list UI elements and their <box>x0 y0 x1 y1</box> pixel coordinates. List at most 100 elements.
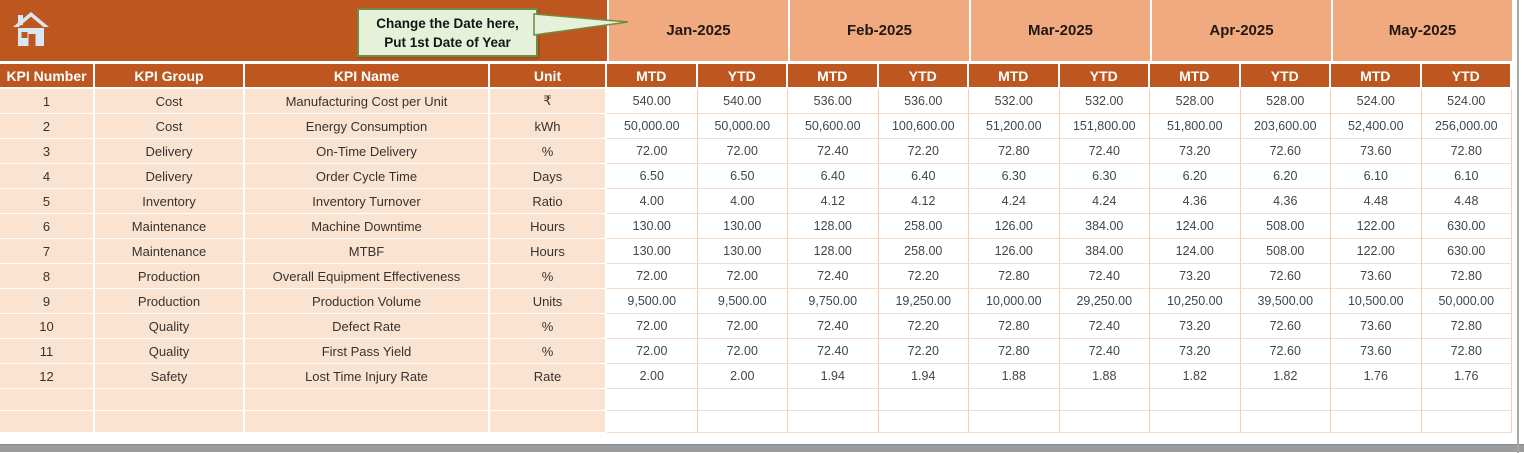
empty-value-cell[interactable] <box>1331 411 1422 433</box>
kpi-value-cell[interactable]: 6.10 <box>1331 164 1422 189</box>
kpi-value-cell[interactable]: 6.20 <box>1150 164 1241 189</box>
kpi-value-cell[interactable]: 6.50 <box>607 164 698 189</box>
kpi-value-cell[interactable]: 72.40 <box>788 139 879 164</box>
empty-value-cell[interactable] <box>788 411 879 433</box>
kpi-value-cell[interactable]: 126.00 <box>969 239 1060 264</box>
kpi-value-cell[interactable]: 50,000.00 <box>1421 289 1512 314</box>
kpi-value-cell[interactable]: 258.00 <box>878 214 969 239</box>
kpi-value-cell[interactable]: 128.00 <box>788 214 879 239</box>
kpi-value-cell[interactable]: 72.60 <box>1240 264 1331 289</box>
horizontal-scrollbar[interactable] <box>0 444 1524 452</box>
kpi-value-cell[interactable]: 130.00 <box>697 214 788 239</box>
kpi-value-cell[interactable]: 73.60 <box>1331 314 1422 339</box>
kpi-value-cell[interactable]: 72.00 <box>697 264 788 289</box>
kpi-value-cell[interactable]: 72.80 <box>969 339 1060 364</box>
kpi-value-cell[interactable]: 51,800.00 <box>1150 114 1241 139</box>
empty-value-cell[interactable] <box>1240 389 1331 411</box>
kpi-value-cell[interactable]: 51,200.00 <box>969 114 1060 139</box>
kpi-value-cell[interactable]: 72.40 <box>788 314 879 339</box>
kpi-value-cell[interactable]: 50,600.00 <box>788 114 879 139</box>
kpi-value-cell[interactable]: 72.40 <box>1059 314 1150 339</box>
empty-value-cell[interactable] <box>878 411 969 433</box>
kpi-value-cell[interactable]: 50,000.00 <box>697 114 788 139</box>
empty-value-cell[interactable] <box>1059 389 1150 411</box>
kpi-value-cell[interactable]: 72.60 <box>1240 339 1331 364</box>
empty-value-cell[interactable] <box>697 389 788 411</box>
empty-value-cell[interactable] <box>1150 389 1241 411</box>
kpi-value-cell[interactable]: 536.00 <box>788 89 879 114</box>
empty-value-cell[interactable] <box>607 389 698 411</box>
kpi-value-cell[interactable]: 151,800.00 <box>1059 114 1150 139</box>
kpi-value-cell[interactable]: 122.00 <box>1331 214 1422 239</box>
empty-value-cell[interactable] <box>607 411 698 433</box>
kpi-value-cell[interactable]: 73.20 <box>1150 339 1241 364</box>
kpi-value-cell[interactable]: 100,600.00 <box>878 114 969 139</box>
kpi-value-cell[interactable]: 532.00 <box>1059 89 1150 114</box>
home-icon[interactable] <box>13 12 49 50</box>
kpi-value-cell[interactable]: 130.00 <box>607 239 698 264</box>
kpi-value-cell[interactable]: 10,500.00 <box>1331 289 1422 314</box>
kpi-value-cell[interactable]: 4.00 <box>697 189 788 214</box>
kpi-value-cell[interactable]: 508.00 <box>1240 214 1331 239</box>
kpi-value-cell[interactable]: 72.00 <box>607 139 698 164</box>
kpi-value-cell[interactable]: 524.00 <box>1331 89 1422 114</box>
kpi-value-cell[interactable]: 4.36 <box>1150 189 1241 214</box>
kpi-value-cell[interactable]: 384.00 <box>1059 239 1150 264</box>
kpi-value-cell[interactable]: 10,250.00 <box>1150 289 1241 314</box>
empty-value-cell[interactable] <box>1421 411 1512 433</box>
kpi-value-cell[interactable]: 73.20 <box>1150 139 1241 164</box>
kpi-value-cell[interactable]: 72.00 <box>697 314 788 339</box>
kpi-value-cell[interactable]: 536.00 <box>878 89 969 114</box>
empty-label-cell[interactable] <box>0 411 95 433</box>
empty-value-cell[interactable] <box>1059 411 1150 433</box>
kpi-value-cell[interactable]: 6.40 <box>788 164 879 189</box>
kpi-value-cell[interactable]: 4.36 <box>1240 189 1331 214</box>
empty-value-cell[interactable] <box>1150 411 1241 433</box>
kpi-value-cell[interactable]: 19,250.00 <box>878 289 969 314</box>
kpi-value-cell[interactable]: 1.94 <box>878 364 969 389</box>
empty-label-cell[interactable] <box>95 389 245 411</box>
kpi-value-cell[interactable]: 124.00 <box>1150 214 1241 239</box>
kpi-value-cell[interactable]: 256,000.00 <box>1421 114 1512 139</box>
empty-value-cell[interactable] <box>1240 411 1331 433</box>
kpi-value-cell[interactable]: 72.00 <box>697 139 788 164</box>
kpi-value-cell[interactable]: 6.30 <box>1059 164 1150 189</box>
kpi-value-cell[interactable]: 72.60 <box>1240 139 1331 164</box>
empty-label-cell[interactable] <box>245 411 490 433</box>
kpi-value-cell[interactable]: 1.88 <box>969 364 1060 389</box>
kpi-value-cell[interactable]: 73.60 <box>1331 264 1422 289</box>
kpi-value-cell[interactable]: 630.00 <box>1421 214 1512 239</box>
kpi-value-cell[interactable]: 4.48 <box>1421 189 1512 214</box>
kpi-value-cell[interactable]: 1.88 <box>1059 364 1150 389</box>
kpi-value-cell[interactable]: 1.94 <box>788 364 879 389</box>
kpi-value-cell[interactable]: 73.60 <box>1331 139 1422 164</box>
kpi-value-cell[interactable]: 73.20 <box>1150 264 1241 289</box>
kpi-value-cell[interactable]: 203,600.00 <box>1240 114 1331 139</box>
kpi-value-cell[interactable]: 72.80 <box>1421 139 1512 164</box>
month-header-cell[interactable]: Feb-2025 <box>788 0 969 64</box>
kpi-value-cell[interactable]: 508.00 <box>1240 239 1331 264</box>
kpi-value-cell[interactable]: 10,000.00 <box>969 289 1060 314</box>
kpi-value-cell[interactable]: 72.40 <box>788 339 879 364</box>
kpi-value-cell[interactable]: 72.20 <box>878 264 969 289</box>
kpi-value-cell[interactable]: 6.20 <box>1240 164 1331 189</box>
kpi-value-cell[interactable]: 4.12 <box>788 189 879 214</box>
kpi-value-cell[interactable]: 72.80 <box>969 264 1060 289</box>
kpi-value-cell[interactable]: 384.00 <box>1059 214 1150 239</box>
kpi-value-cell[interactable]: 1.82 <box>1150 364 1241 389</box>
empty-label-cell[interactable] <box>95 411 245 433</box>
month-header-cell[interactable]: Jan-2025 <box>607 0 788 64</box>
kpi-value-cell[interactable]: 528.00 <box>1150 89 1241 114</box>
kpi-value-cell[interactable]: 528.00 <box>1240 89 1331 114</box>
empty-label-cell[interactable] <box>0 389 95 411</box>
kpi-value-cell[interactable]: 630.00 <box>1421 239 1512 264</box>
kpi-value-cell[interactable]: 258.00 <box>878 239 969 264</box>
kpi-value-cell[interactable]: 50,000.00 <box>607 114 698 139</box>
empty-value-cell[interactable] <box>969 411 1060 433</box>
kpi-value-cell[interactable]: 122.00 <box>1331 239 1422 264</box>
kpi-value-cell[interactable]: 128.00 <box>788 239 879 264</box>
kpi-value-cell[interactable]: 130.00 <box>697 239 788 264</box>
kpi-value-cell[interactable]: 9,500.00 <box>697 289 788 314</box>
kpi-value-cell[interactable]: 73.60 <box>1331 339 1422 364</box>
kpi-value-cell[interactable]: 532.00 <box>969 89 1060 114</box>
